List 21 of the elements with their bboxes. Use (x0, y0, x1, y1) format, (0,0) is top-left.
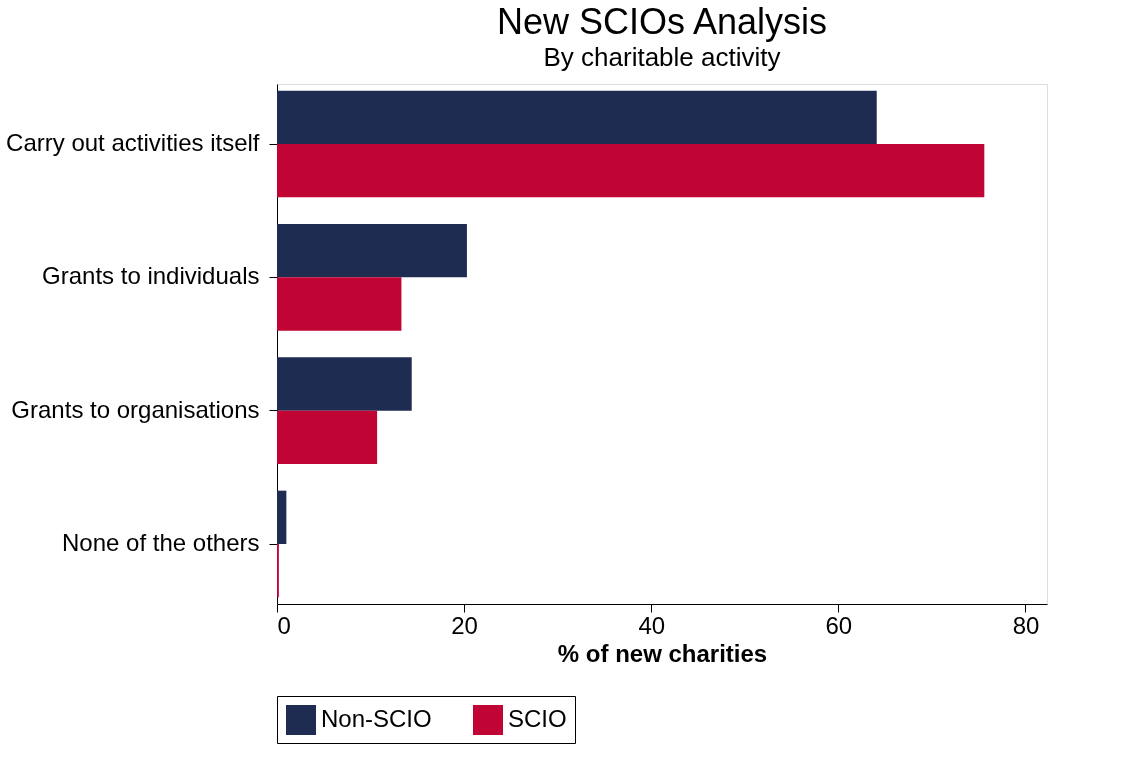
bar (277, 224, 467, 278)
legend-label: Non-SCIO (321, 705, 432, 732)
y-tick-label: None of the others (62, 529, 260, 556)
chart-title: New SCIOs Analysis (496, 1, 828, 42)
x-tick-label: 60 (825, 611, 853, 639)
x-tick-label: 80 (1012, 611, 1040, 639)
bar (277, 357, 412, 411)
bar (277, 490, 287, 544)
x-tick-label: 20 (451, 611, 478, 639)
y-tick-label: Carry out activities itself (6, 129, 260, 156)
bar (277, 410, 378, 464)
bar (277, 90, 877, 144)
legend-label: SCIO (508, 705, 567, 732)
chart-subtitle: By charitable activity (543, 42, 781, 72)
x-tick-label: 0 (277, 611, 291, 639)
x-axis-title: % of new charities (557, 639, 768, 667)
y-tick-label: Grants to individuals (42, 262, 260, 290)
bar (277, 144, 985, 198)
y-tick-label: Grants to organisations (11, 395, 260, 423)
bar (277, 277, 402, 331)
x-tick-label: 40 (638, 611, 666, 639)
